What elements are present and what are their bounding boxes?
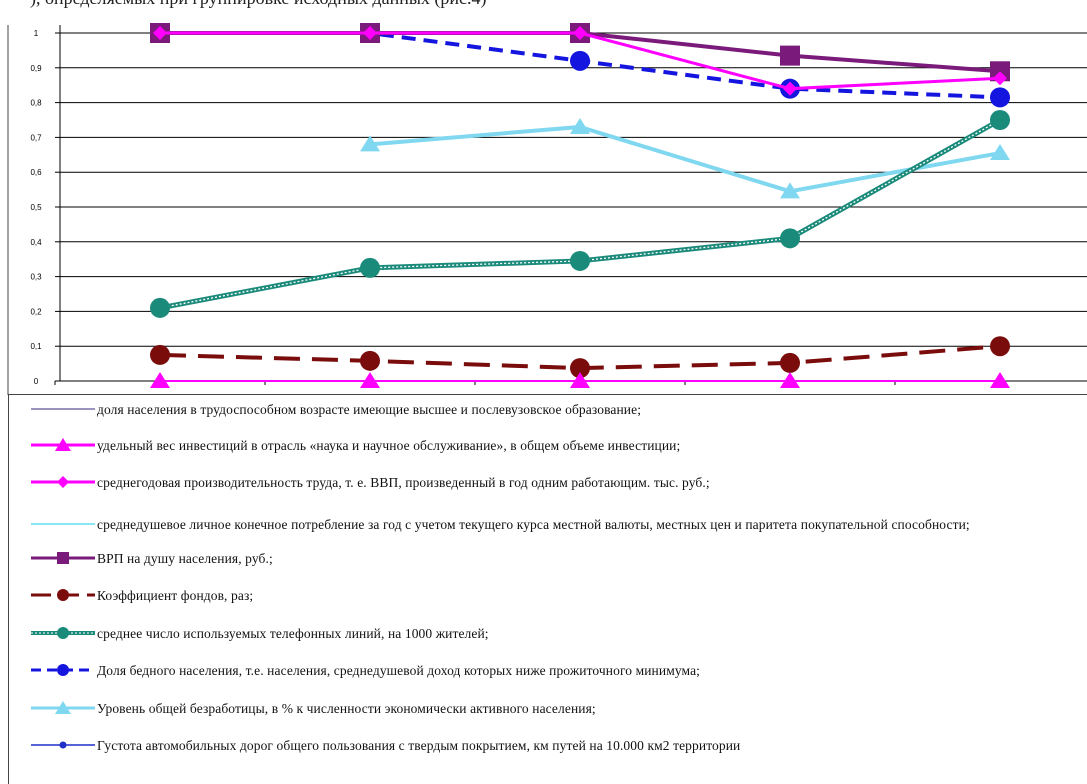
series-8 bbox=[360, 117, 1010, 199]
legend-item: Доля бедного населения, т.е. населения, … bbox=[9, 660, 1087, 682]
legend-label: среднегодовая производительность труда, … bbox=[97, 475, 710, 490]
legend-swatch bbox=[31, 664, 95, 676]
legend-label: Густота автомобильных дорог общего польз… bbox=[97, 738, 741, 753]
data-point-circle bbox=[990, 87, 1010, 108]
data-point-triangle bbox=[360, 372, 380, 388]
data-point-circle bbox=[150, 297, 170, 318]
legend-marker bbox=[57, 627, 69, 639]
legend-swatch bbox=[31, 408, 95, 410]
plot-area bbox=[7, 25, 1087, 395]
legend-swatch bbox=[31, 476, 95, 488]
series-6 bbox=[150, 110, 1010, 318]
legend-label: Коэффициент фондов, раз; bbox=[97, 588, 254, 603]
data-point-triangle bbox=[990, 372, 1010, 388]
data-point-triangle bbox=[360, 135, 380, 152]
series-group bbox=[150, 23, 1010, 388]
y-tick-label: 0,3 bbox=[30, 273, 42, 282]
data-point-circle bbox=[780, 228, 800, 249]
data-point-circle bbox=[570, 250, 590, 271]
legend-item: удельный вес инвестиций в отрасль «наука… bbox=[9, 435, 1087, 457]
data-point-diamond bbox=[573, 26, 587, 40]
header-fragment-text: ), определяемых при группировке исходных… bbox=[30, 0, 487, 9]
y-axis-ticks: 0 0,1 0,2 0,3 0,4 0,5 0,6 0,7 0,8 0,9 1 bbox=[30, 29, 42, 386]
legend-label: доля населения в трудоспособном возрасте… bbox=[97, 402, 642, 417]
legend-swatch bbox=[31, 438, 95, 451]
legend-swatch bbox=[31, 552, 95, 564]
data-point-circle bbox=[990, 110, 1010, 130]
y-tick-label: 0,2 bbox=[30, 307, 42, 316]
legend-label: Доля бедного населения, т.е. населения, … bbox=[97, 663, 701, 678]
data-point-square bbox=[780, 45, 800, 66]
data-point-triangle bbox=[150, 372, 170, 388]
legend: доля населения в трудоспособном возрасте… bbox=[8, 394, 1087, 784]
series-line-dots bbox=[159, 119, 1001, 309]
data-point-triangle bbox=[780, 182, 800, 199]
data-point-triangle bbox=[570, 117, 590, 134]
y-tick-label: 0,6 bbox=[30, 168, 42, 177]
data-point-triangle bbox=[780, 372, 800, 388]
data-point-diamond bbox=[363, 26, 377, 40]
data-point-circle bbox=[990, 336, 1010, 357]
legend-item: Уровень общей безработицы, в % к численн… bbox=[9, 698, 1087, 720]
series-5 bbox=[150, 336, 1010, 379]
legend-label: ВРП на душу населения, руб.; bbox=[97, 551, 273, 566]
data-point-triangle bbox=[990, 144, 1010, 161]
data-point-circle bbox=[360, 257, 380, 278]
data-point-diamond bbox=[993, 71, 1007, 86]
y-tick-label: 1 bbox=[34, 29, 39, 38]
data-point-diamond bbox=[153, 26, 167, 40]
data-point-circle bbox=[570, 358, 590, 379]
legend-marker bbox=[55, 438, 71, 451]
data-point-circle bbox=[360, 350, 380, 371]
legend-marker bbox=[57, 552, 69, 564]
series-2 bbox=[153, 26, 1007, 96]
legend-item: среднее число используемых телефонных ли… bbox=[9, 623, 1087, 645]
data-point-circle bbox=[570, 50, 590, 71]
legend-swatch bbox=[31, 627, 95, 639]
legend-swatch bbox=[31, 589, 95, 601]
y-tick-label: 0,9 bbox=[30, 64, 42, 73]
header-fragment: ), определяемых при группировке исходных… bbox=[0, 0, 1087, 10]
legend-item: доля населения в трудоспособном возрасте… bbox=[9, 399, 1087, 421]
legend-marker bbox=[59, 741, 67, 749]
data-point-circle bbox=[150, 344, 170, 365]
legend-marker bbox=[55, 701, 71, 714]
legend-item: Густота автомобильных дорог общего польз… bbox=[9, 735, 1087, 757]
legend-label: Уровень общей безработицы, в % к численн… bbox=[97, 701, 596, 716]
y-tick-label: 0,4 bbox=[30, 238, 42, 247]
line-chart: 0 0,1 0,2 0,3 0,4 0,5 0,6 0,7 0,8 0,9 1 bbox=[7, 23, 1087, 395]
legend-item: среднегодовая производительность труда, … bbox=[9, 472, 1087, 494]
data-point-diamond bbox=[783, 81, 797, 96]
legend-swatch bbox=[31, 741, 95, 749]
legend-label: среднедушевое личное конечное потреблени… bbox=[97, 517, 970, 532]
y-tick-label: 0 bbox=[34, 377, 39, 386]
series-1 bbox=[150, 372, 1010, 388]
series-line bbox=[159, 117, 1002, 311]
y-tick-label: 0,1 bbox=[30, 342, 42, 351]
legend-swatch bbox=[31, 701, 95, 714]
y-tick-label: 0,5 bbox=[30, 203, 42, 212]
legend-marker bbox=[57, 476, 69, 488]
data-point-circle bbox=[780, 352, 800, 373]
legend-swatch bbox=[31, 523, 95, 525]
series-line bbox=[369, 124, 1001, 194]
data-point-triangle bbox=[570, 372, 590, 388]
legend-item: среднедушевое личное конечное потреблени… bbox=[9, 514, 1087, 556]
legend-label: среднее число используемых телефонных ли… bbox=[97, 626, 489, 641]
legend-item: ВРП на душу населения, руб.; bbox=[9, 548, 1087, 570]
y-tick-label: 0,7 bbox=[30, 133, 42, 142]
legend-label: удельный вес инвестиций в отрасль «наука… bbox=[97, 438, 681, 453]
legend-marker bbox=[57, 589, 69, 601]
legend-item: Коэффициент фондов, раз; bbox=[9, 585, 1087, 607]
legend-marker bbox=[57, 664, 69, 676]
y-tick-label: 0,8 bbox=[30, 99, 42, 108]
